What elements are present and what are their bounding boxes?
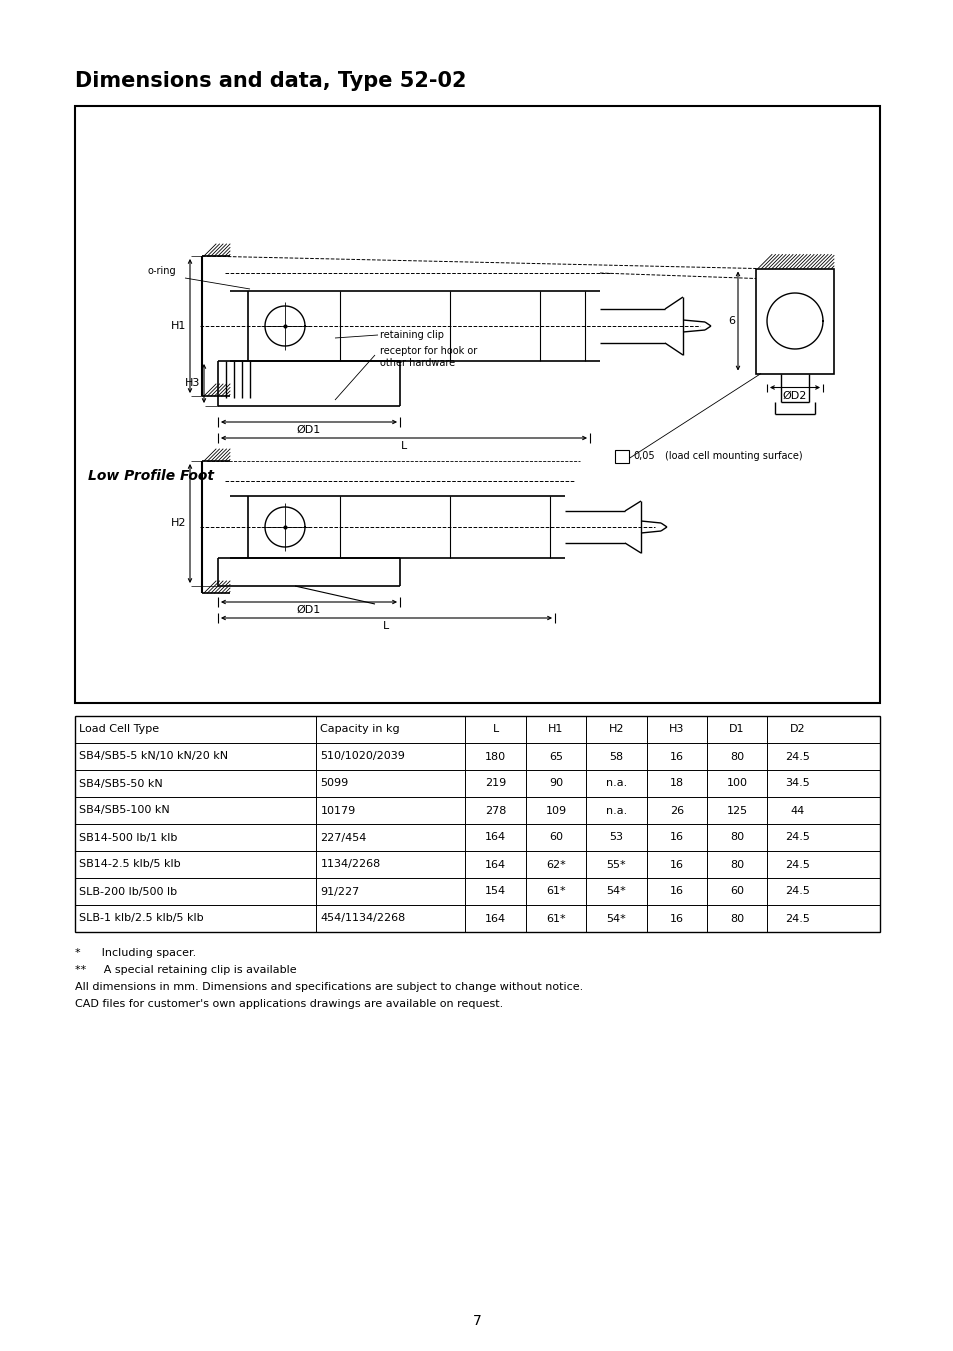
Text: 10179: 10179 bbox=[320, 805, 355, 816]
Text: 80: 80 bbox=[729, 751, 743, 762]
Text: Low Profile Foot: Low Profile Foot bbox=[88, 469, 213, 484]
Text: 454/1134/2268: 454/1134/2268 bbox=[320, 913, 405, 924]
Text: 44: 44 bbox=[789, 805, 803, 816]
Text: Dimensions and data, Type 52-02: Dimensions and data, Type 52-02 bbox=[75, 72, 466, 91]
Text: 80: 80 bbox=[729, 832, 743, 843]
Text: H2: H2 bbox=[608, 724, 623, 735]
Text: 54*: 54* bbox=[606, 886, 625, 897]
Text: 91/227: 91/227 bbox=[320, 886, 359, 897]
Text: H1: H1 bbox=[548, 724, 563, 735]
Text: 219: 219 bbox=[484, 778, 506, 789]
Text: Capacity in kg: Capacity in kg bbox=[320, 724, 399, 735]
Text: 58: 58 bbox=[609, 751, 622, 762]
Text: 16: 16 bbox=[669, 859, 683, 870]
Text: 61*: 61* bbox=[546, 886, 565, 897]
Text: L: L bbox=[492, 724, 498, 735]
Text: 54*: 54* bbox=[606, 913, 625, 924]
Text: SB14-500 lb/1 klb: SB14-500 lb/1 klb bbox=[79, 832, 177, 843]
Text: 164: 164 bbox=[484, 913, 506, 924]
Text: All dimensions in mm. Dimensions and specifications are subject to change withou: All dimensions in mm. Dimensions and spe… bbox=[75, 982, 582, 992]
Text: *      Including spacer.: * Including spacer. bbox=[75, 948, 196, 958]
Text: 24.5: 24.5 bbox=[784, 913, 809, 924]
Text: 100: 100 bbox=[726, 778, 747, 789]
Text: n.a.: n.a. bbox=[605, 805, 626, 816]
Text: 154: 154 bbox=[484, 886, 506, 897]
Text: o-ring: o-ring bbox=[148, 266, 176, 276]
Text: 24.5: 24.5 bbox=[784, 859, 809, 870]
Text: 26: 26 bbox=[669, 805, 683, 816]
Text: 34.5: 34.5 bbox=[784, 778, 809, 789]
Text: SB4/SB5-5 kN/10 kN/20 kN: SB4/SB5-5 kN/10 kN/20 kN bbox=[79, 751, 228, 762]
Text: 5099: 5099 bbox=[320, 778, 349, 789]
Text: 24.5: 24.5 bbox=[784, 832, 809, 843]
Text: 65: 65 bbox=[548, 751, 562, 762]
Text: 80: 80 bbox=[729, 859, 743, 870]
Text: receptor for hook or: receptor for hook or bbox=[379, 346, 476, 357]
Text: 60: 60 bbox=[729, 886, 743, 897]
Text: SB4/SB5-50 kN: SB4/SB5-50 kN bbox=[79, 778, 163, 789]
Text: CAD files for customer's own applications drawings are available on request.: CAD files for customer's own application… bbox=[75, 998, 503, 1009]
Text: 55*: 55* bbox=[606, 859, 625, 870]
Text: ØD2: ØD2 bbox=[782, 390, 806, 400]
Text: 90: 90 bbox=[548, 778, 562, 789]
Text: 62*: 62* bbox=[545, 859, 565, 870]
Text: 16: 16 bbox=[669, 886, 683, 897]
Text: 227/454: 227/454 bbox=[320, 832, 367, 843]
Text: SB14-2.5 klb/5 klb: SB14-2.5 klb/5 klb bbox=[79, 859, 180, 870]
Text: L: L bbox=[383, 621, 389, 631]
Text: 125: 125 bbox=[726, 805, 747, 816]
Text: 164: 164 bbox=[484, 832, 506, 843]
Text: D1: D1 bbox=[729, 724, 744, 735]
Text: SLB-1 klb/2.5 klb/5 klb: SLB-1 klb/2.5 klb/5 klb bbox=[79, 913, 203, 924]
Text: 7: 7 bbox=[472, 1315, 481, 1328]
Bar bbox=[755, 269, 833, 373]
Text: 24.5: 24.5 bbox=[784, 886, 809, 897]
Text: **     A special retaining clip is available: ** A special retaining clip is available bbox=[75, 965, 296, 975]
Text: ØD1: ØD1 bbox=[296, 426, 321, 435]
Bar bbox=[615, 450, 628, 463]
Bar bbox=[75, 105, 879, 703]
Text: 60: 60 bbox=[548, 832, 562, 843]
Text: retaining clip: retaining clip bbox=[379, 330, 443, 340]
Text: ØD1: ØD1 bbox=[296, 605, 321, 615]
Text: SB4/SB5-100 kN: SB4/SB5-100 kN bbox=[79, 805, 170, 816]
Text: Load Cell Type: Load Cell Type bbox=[79, 724, 159, 735]
Text: D2: D2 bbox=[789, 724, 804, 735]
Text: 278: 278 bbox=[484, 805, 506, 816]
Text: 0,05: 0,05 bbox=[633, 451, 654, 461]
Text: 16: 16 bbox=[669, 913, 683, 924]
Text: n.a.: n.a. bbox=[605, 778, 626, 789]
Text: H3: H3 bbox=[668, 724, 683, 735]
Text: 510/1020/2039: 510/1020/2039 bbox=[320, 751, 405, 762]
Text: 53: 53 bbox=[609, 832, 622, 843]
Text: 164: 164 bbox=[484, 859, 506, 870]
Text: H2: H2 bbox=[171, 519, 186, 528]
Text: 24.5: 24.5 bbox=[784, 751, 809, 762]
Text: SLB-200 lb/500 lb: SLB-200 lb/500 lb bbox=[79, 886, 177, 897]
Text: 18: 18 bbox=[669, 778, 683, 789]
Text: 1134/2268: 1134/2268 bbox=[320, 859, 380, 870]
Text: H3: H3 bbox=[185, 378, 200, 389]
Text: other hardware: other hardware bbox=[379, 358, 455, 367]
Text: 16: 16 bbox=[669, 832, 683, 843]
Text: 16: 16 bbox=[669, 751, 683, 762]
Text: L: L bbox=[400, 440, 407, 451]
Text: 180: 180 bbox=[484, 751, 506, 762]
Text: 109: 109 bbox=[545, 805, 566, 816]
Text: 6: 6 bbox=[727, 316, 734, 326]
Text: (load cell mounting surface): (load cell mounting surface) bbox=[664, 451, 801, 461]
Text: 61*: 61* bbox=[546, 913, 565, 924]
Text: 80: 80 bbox=[729, 913, 743, 924]
Text: H1: H1 bbox=[171, 322, 186, 331]
